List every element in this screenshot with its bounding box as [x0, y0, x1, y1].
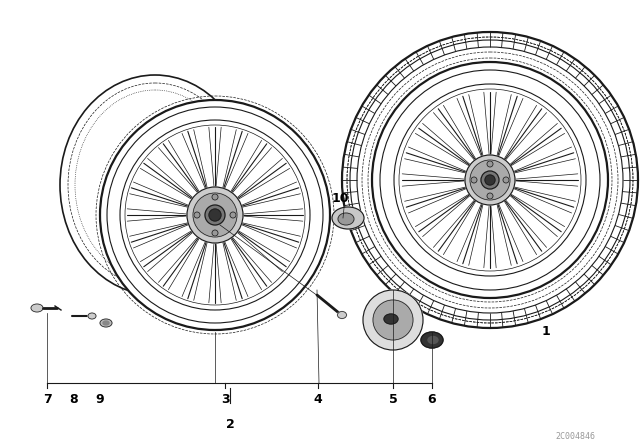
Text: 2C004846: 2C004846	[555, 432, 595, 441]
Circle shape	[471, 177, 477, 183]
Circle shape	[230, 212, 236, 218]
Circle shape	[465, 155, 515, 205]
Text: 3: 3	[221, 393, 229, 406]
Circle shape	[481, 171, 499, 189]
Text: 4: 4	[314, 393, 323, 406]
Ellipse shape	[338, 213, 354, 225]
Ellipse shape	[100, 319, 112, 327]
Circle shape	[470, 160, 510, 200]
Circle shape	[487, 193, 493, 199]
Circle shape	[487, 161, 493, 167]
Circle shape	[205, 205, 225, 225]
Ellipse shape	[384, 314, 398, 324]
Text: 7: 7	[43, 393, 51, 406]
Circle shape	[373, 300, 413, 340]
Text: 8: 8	[70, 393, 78, 406]
Text: 6: 6	[428, 393, 436, 406]
Circle shape	[194, 212, 200, 218]
Circle shape	[187, 187, 243, 243]
Circle shape	[373, 63, 607, 297]
Text: 9: 9	[96, 393, 104, 406]
Circle shape	[101, 101, 329, 329]
Circle shape	[342, 32, 638, 328]
Ellipse shape	[88, 313, 96, 319]
Ellipse shape	[337, 311, 346, 319]
Circle shape	[485, 175, 495, 185]
Ellipse shape	[421, 332, 443, 348]
Circle shape	[212, 194, 218, 200]
Circle shape	[363, 290, 423, 350]
Ellipse shape	[428, 336, 438, 344]
Ellipse shape	[332, 207, 364, 229]
Ellipse shape	[31, 304, 43, 312]
Circle shape	[209, 209, 221, 221]
Text: 10: 10	[332, 192, 349, 205]
Text: 1: 1	[541, 325, 550, 338]
Circle shape	[193, 193, 237, 237]
Circle shape	[212, 230, 218, 236]
Ellipse shape	[60, 75, 250, 295]
Text: 5: 5	[388, 393, 397, 406]
Text: 2: 2	[226, 418, 234, 431]
Circle shape	[503, 177, 509, 183]
Ellipse shape	[103, 321, 109, 325]
